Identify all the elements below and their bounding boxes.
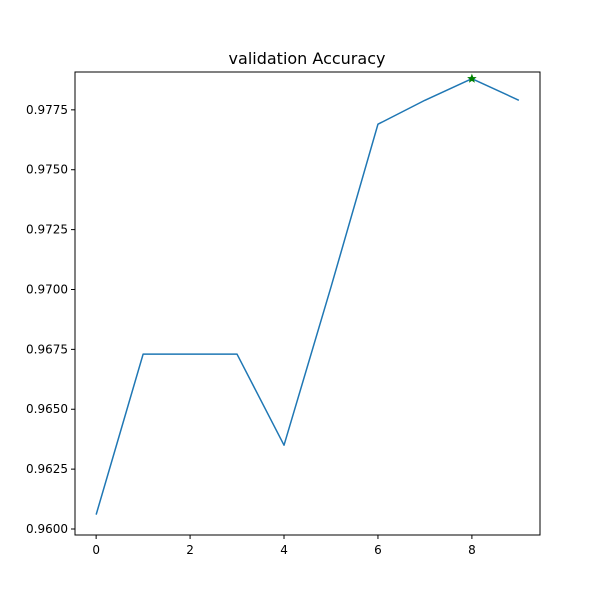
x-tick-label: 8 (468, 543, 476, 557)
x-tick-label: 6 (374, 543, 382, 557)
y-tick-label: 0.9700 (26, 282, 68, 296)
plot-frame (74, 71, 541, 536)
y-tick-label: 0.9650 (26, 402, 68, 416)
series-line (95, 77, 520, 515)
y-tick-label: 0.9775 (26, 103, 68, 117)
chart-title: validation Accuracy (229, 49, 386, 68)
y-axis: 0.9600 0.9625 0.9650 0.9675 0.9700 0.9725 0.97… (26, 103, 75, 536)
y-tick-label: 0.9625 (26, 462, 68, 476)
x-tick-label: 2 (186, 543, 194, 557)
y-tick-label: 0.9675 (26, 342, 68, 356)
best-point-star-marker (467, 73, 477, 83)
x-tick-label: 0 (92, 543, 100, 557)
x-axis: 0 2 4 6 8 (92, 535, 476, 557)
y-tick-label: 0.9725 (26, 223, 68, 237)
marker-layer (467, 73, 477, 83)
y-tick-label: 0.9750 (26, 163, 68, 177)
x-tick-label: 4 (280, 543, 288, 557)
y-tick-label: 0.9600 (26, 522, 68, 536)
series-layer (95, 77, 520, 515)
